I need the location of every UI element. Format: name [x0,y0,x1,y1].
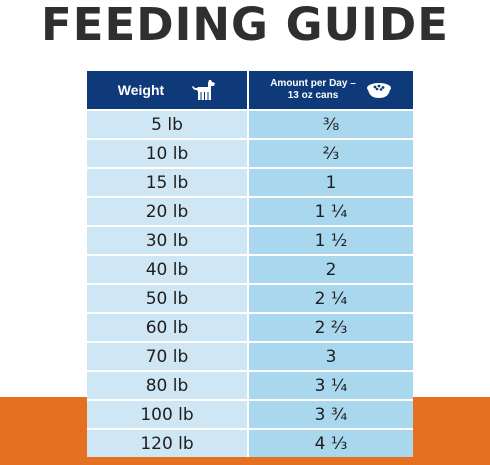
weight-cell: 15 lb [87,169,249,196]
amount-cell: 1 [249,169,413,196]
weight-cell: 100 lb [87,401,249,428]
weight-cell: 50 lb [87,285,249,312]
weight-header-label: Weight [117,82,165,98]
weight-cell: 70 lb [87,343,249,370]
table-row: 15 lb 1 [87,167,413,196]
weight-cell: 40 lb [87,256,249,283]
weight-cell: 20 lb [87,198,249,225]
weight-column-header: Weight [87,71,249,109]
table-row: 5 lb ⅜ [87,109,413,138]
table-header-row: Weight Amount per Day – 13 oz cans [87,71,413,109]
table-row: 50 lb 2 ¼ [87,283,413,312]
weight-cell: 120 lb [87,430,249,457]
amount-cell: 1 ½ [249,227,413,254]
amount-cell: ⅔ [249,140,413,167]
amount-header-text: Amount per Day – 13 oz cans [270,78,356,102]
amount-cell: 3 ¾ [249,401,413,428]
table-row: 60 lb 2 ⅔ [87,312,413,341]
table-row: 70 lb 3 [87,341,413,370]
weight-cell: 60 lb [87,314,249,341]
weight-cell: 80 lb [87,372,249,399]
amount-cell: 3 ¼ [249,372,413,399]
amount-cell: 3 [249,343,413,370]
page-title: FEEDING GUIDE [41,0,449,51]
table-row: 30 lb 1 ½ [87,225,413,254]
table-row: 120 lb 4 ⅓ [87,428,413,457]
amount-header-line2: 13 oz cans [287,90,339,101]
amount-header-line1: Amount per Day – [270,78,356,89]
table-row: 20 lb 1 ¼ [87,196,413,225]
weight-cell: 5 lb [87,111,249,138]
amount-cell: 2 [249,256,413,283]
weight-cell: 10 lb [87,140,249,167]
table-body: 5 lb ⅜ 10 lb ⅔ 15 lb 1 20 lb 1 ¼ 30 lb 1… [87,109,413,457]
amount-cell: 1 ¼ [249,198,413,225]
table-row: 100 lb 3 ¾ [87,399,413,428]
amount-cell: 4 ⅓ [249,430,413,457]
amount-cell: ⅜ [249,111,413,138]
amount-cell: 2 ⅔ [249,314,413,341]
table-row: 10 lb ⅔ [87,138,413,167]
amount-column-header: Amount per Day – 13 oz cans [249,71,413,109]
amount-cell: 2 ¼ [249,285,413,312]
dog-icon [192,80,216,100]
weight-cell: 30 lb [87,227,249,254]
food-bowl-icon [366,83,391,98]
feeding-table: Weight Amount per Day – 13 oz cans [87,71,413,457]
table-row: 80 lb 3 ¼ [87,370,413,399]
table-row: 40 lb 2 [87,254,413,283]
